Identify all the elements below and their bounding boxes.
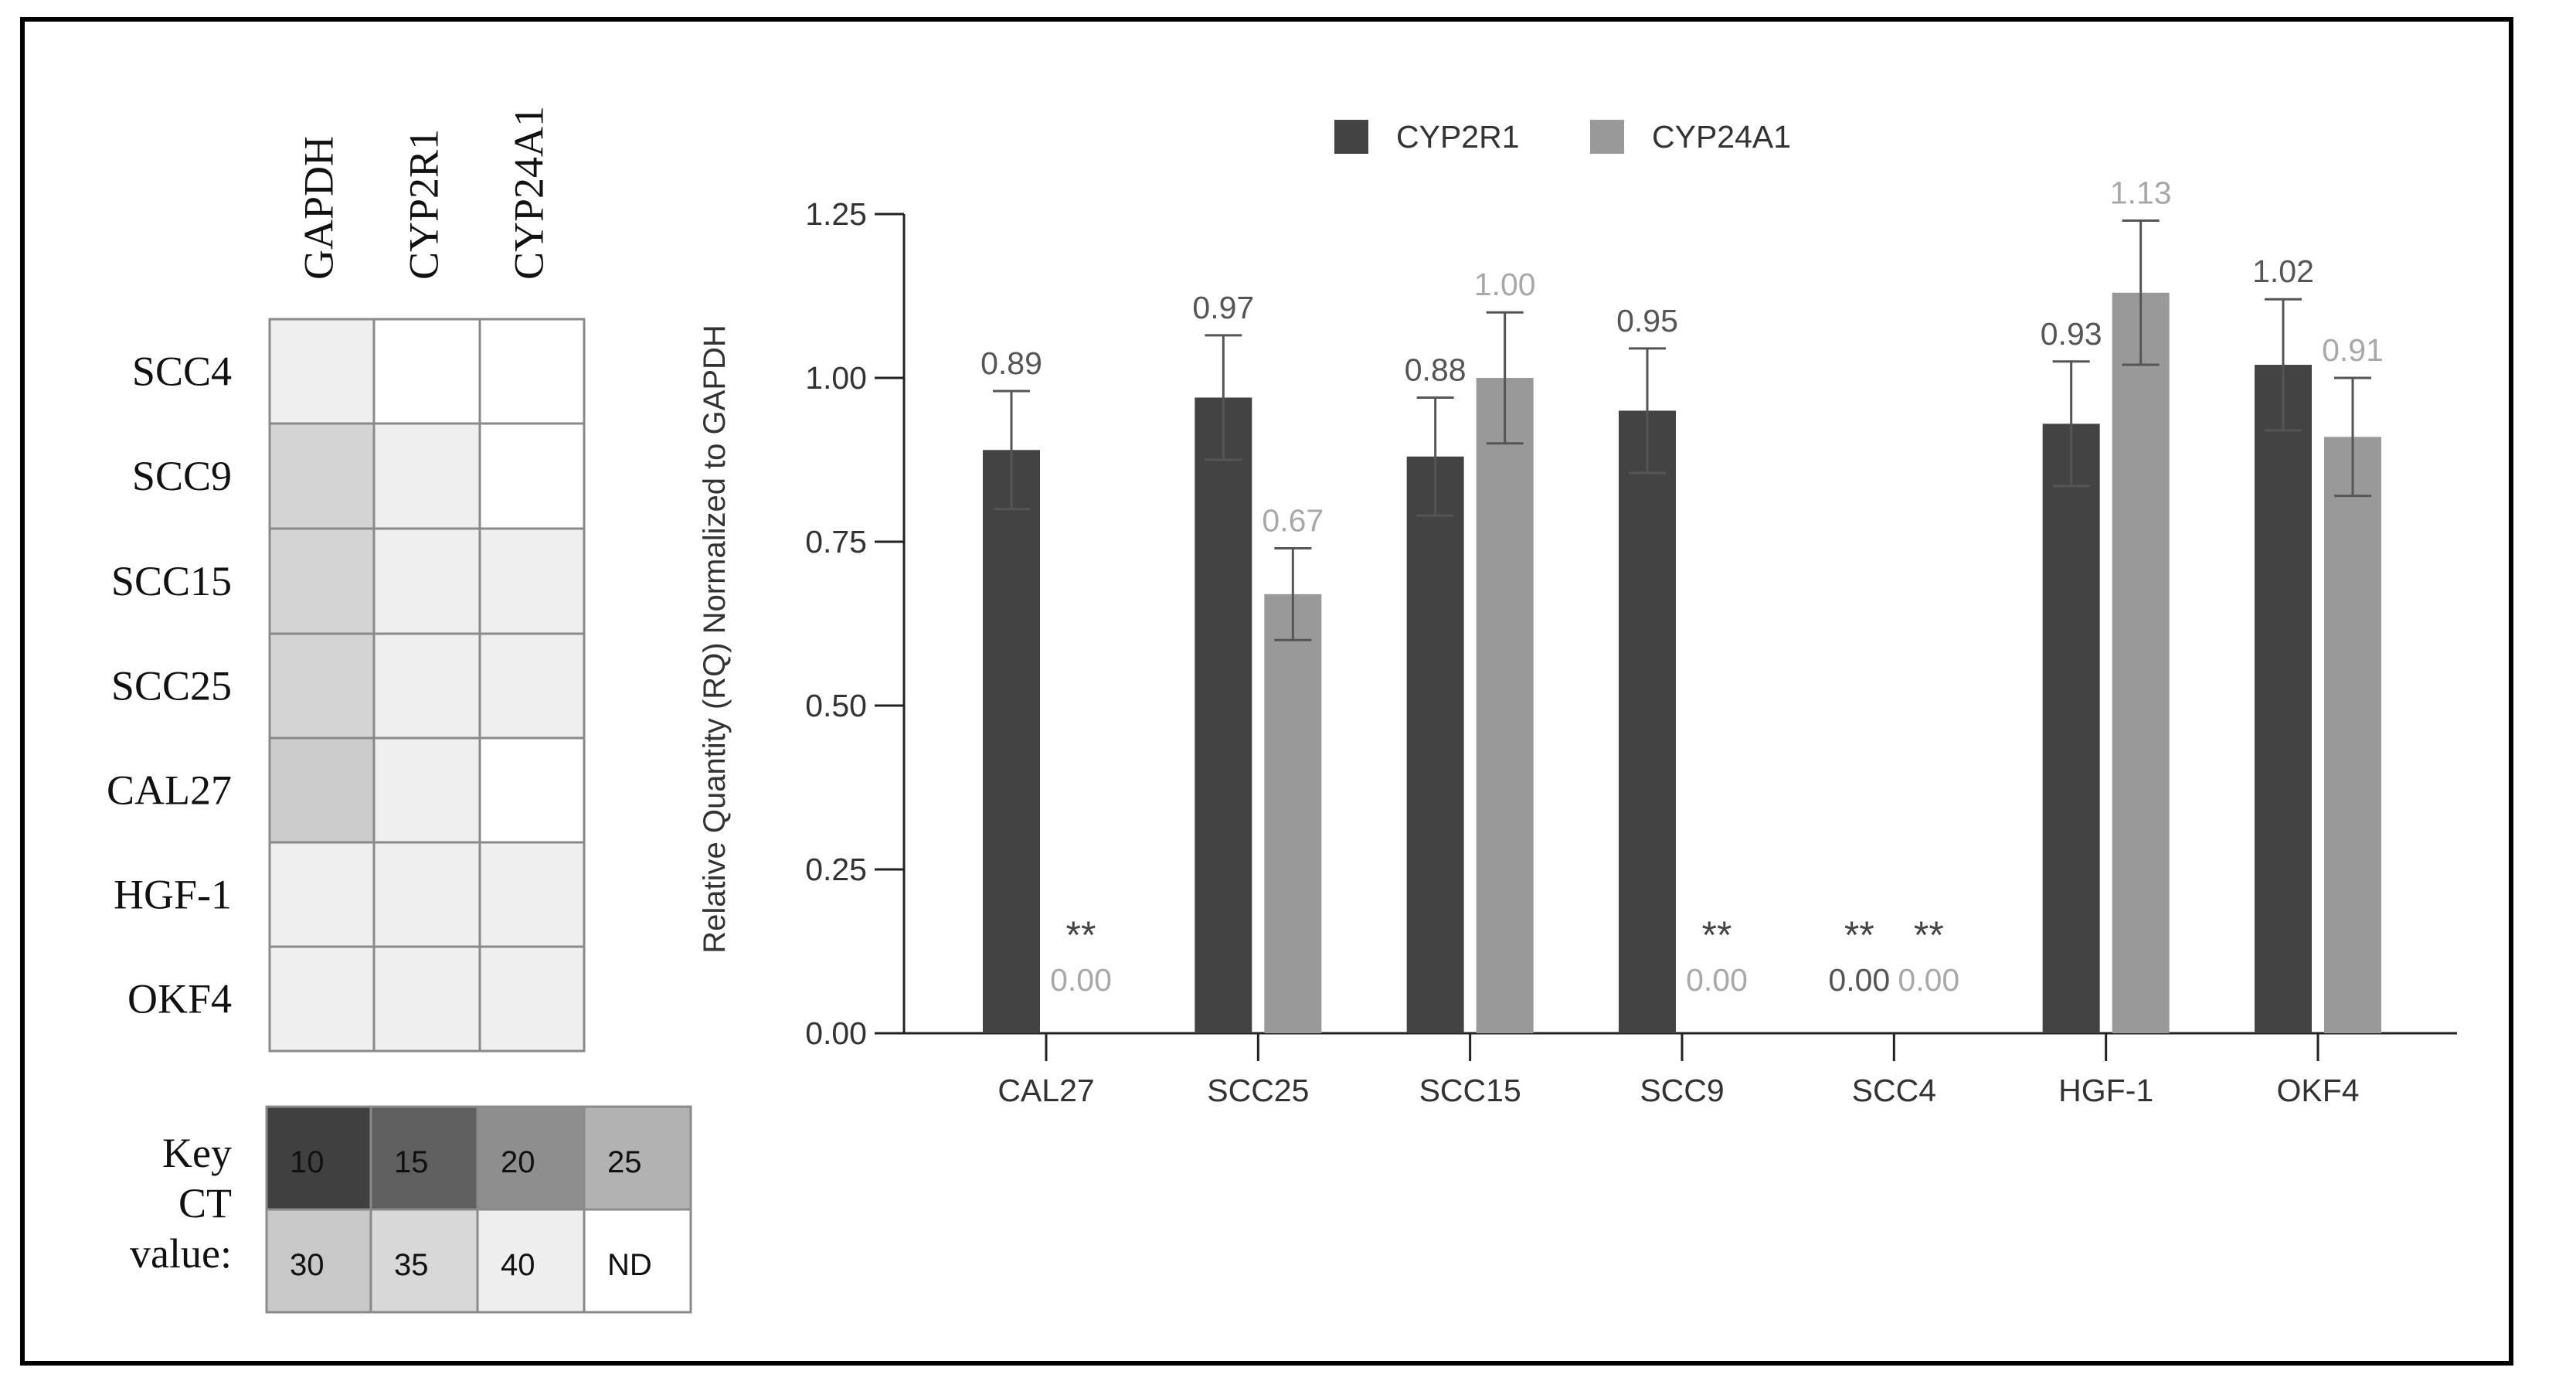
heatmap-cell-cal27-cyp2r1 (372, 736, 481, 844)
key-cell-text-25: 25 (607, 1145, 642, 1179)
heatmap-cell-cal27-cyp24a1 (478, 736, 586, 844)
bar-cyp2r1-cal27 (983, 450, 1040, 1033)
legend-swatch-cyp2r1 (1334, 120, 1368, 154)
data-label-cyp24a1-scc4: 0.00 (1898, 962, 1959, 998)
heatmap-cell-okf4-gapdh (268, 945, 376, 1053)
x-tick-label-hgf-1: HGF-1 (2058, 1073, 2153, 1108)
significance-stars-cyp24a1-scc9: ** (1702, 913, 1732, 957)
heatmap-cell-scc25-gapdh (268, 632, 376, 740)
bar-cyp24a1-okf4 (2324, 437, 2381, 1033)
heatmap-cell-scc4-gapdh (268, 318, 376, 425)
heatmap-row-label-okf4: OKF4 (127, 976, 232, 1022)
data-label-cyp2r1-scc15: 0.88 (1405, 352, 1466, 387)
data-label-cyp2r1-scc9: 0.95 (1616, 303, 1678, 338)
heatmap-row-label-scc9: SCC9 (132, 453, 232, 499)
key-cell-text-30: 30 (290, 1248, 325, 1282)
significance-stars-cyp24a1-cal27: ** (1066, 913, 1096, 957)
heatmap-row-label-scc4: SCC4 (132, 349, 232, 395)
heatmap-cell-scc15-cyp2r1 (372, 527, 481, 635)
data-label-cyp24a1-scc9: 0.00 (1686, 962, 1748, 998)
y-tick-label-1-25: 1.25 (805, 196, 867, 232)
key-cell-text-10: 10 (290, 1145, 325, 1179)
data-label-cyp2r1-okf4: 1.02 (2252, 253, 2314, 289)
heatmap-panel: GAPDH CYP2R1 CYP24A1 SCC4 SCC9 SCC15 SCC25 CAL2… (107, 106, 586, 1053)
data-label-cyp2r1-scc4: 0.00 (1828, 962, 1890, 998)
heatmap-row-label-scc25: SCC25 (111, 663, 232, 709)
legend-swatch-cyp24a1 (1590, 120, 1624, 154)
data-label-cyp2r1-cal27: 0.89 (980, 345, 1042, 381)
heatmap-cell-hgf-1-cyp2r1 (372, 841, 481, 948)
heatmap-column-gapdh: GAPDH (296, 136, 342, 280)
key-cell-text-40: 40 (501, 1248, 535, 1282)
heatmap-cell-okf4-cyp24a1 (478, 945, 586, 1053)
key-label-line-2: CT (178, 1180, 232, 1226)
x-tick-label-scc9: SCC9 (1640, 1073, 1724, 1108)
heatmap-cell-scc9-cyp2r1 (372, 422, 481, 530)
data-label-cyp24a1-okf4: 0.91 (2322, 332, 2384, 368)
key-cell-text-20: 20 (501, 1145, 535, 1179)
heatmap-cell-hgf-1-cyp24a1 (478, 841, 586, 948)
data-label-cyp24a1-cal27: 0.00 (1050, 962, 1112, 998)
key-cell-30 (265, 1208, 372, 1314)
heatmap-row-label-cal27: CAL27 (107, 767, 232, 814)
key-cell-text-nd: ND (607, 1248, 652, 1282)
y-tick-label-0-00: 0.00 (805, 1015, 867, 1051)
heatmap-cell-scc15-gapdh (268, 527, 376, 635)
heatmap-cell-scc9-gapdh (268, 422, 376, 530)
key-cell-10 (265, 1105, 372, 1211)
bar-cyp24a1-scc25 (1264, 594, 1322, 1033)
bar-cyp2r1-hgf-1 (2042, 423, 2100, 1033)
heatmap-cell-scc9-cyp24a1 (478, 422, 586, 530)
heatmap-column-cyp24a1: CYP24A1 (506, 106, 552, 280)
legend: CYP2R1 CYP24A1 (1334, 119, 1791, 155)
x-tick-label-okf4: OKF4 (2276, 1073, 2359, 1108)
data-label-cyp24a1-scc15: 1.00 (1474, 267, 1536, 302)
data-label-cyp2r1-hgf-1: 0.93 (2041, 316, 2102, 352)
key-cell-35 (369, 1208, 479, 1314)
bar-cyp2r1-scc15 (1406, 456, 1464, 1033)
key-label-line-1: Key (162, 1130, 232, 1176)
bar-chart: 0.00 0.25 0.50 0.75 1.00 1.25 Relative Quantit… (698, 119, 2457, 1108)
x-tick-label-scc4: SCC4 (1852, 1073, 1936, 1108)
bar-cyp2r1-scc25 (1195, 397, 1252, 1033)
data-label-cyp2r1-scc25: 0.97 (1192, 290, 1254, 325)
heatmap-cell-scc25-cyp24a1 (478, 632, 586, 740)
heatmap-cell-cal27-gapdh (268, 736, 376, 844)
x-tick-label-cal27: CAL27 (997, 1073, 1094, 1108)
y-tick-label-0-50: 0.50 (805, 688, 867, 723)
heatmap-cell-okf4-cyp2r1 (372, 945, 481, 1053)
heatmap-column-cyp2r1: CYP2R1 (401, 129, 447, 280)
y-tick-label-1-00: 1.00 (805, 360, 867, 396)
heatmap-row-label-hgf-1: HGF-1 (114, 872, 232, 918)
data-label-cyp24a1-scc25: 0.67 (1262, 502, 1324, 538)
heatmap-row-label-scc15: SCC15 (111, 558, 232, 604)
bar-cyp2r1-scc9 (1619, 410, 1676, 1033)
y-tick-label-0-25: 0.25 (805, 852, 867, 887)
bar-cyp24a1-scc15 (1476, 378, 1534, 1033)
y-axis-title: Relative Quantity (RQ) Normalized to GAP… (698, 325, 732, 954)
key-label-line-3: value: (130, 1230, 232, 1277)
legend-label-cyp2r1: CYP2R1 (1396, 119, 1520, 155)
x-tick-label-scc15: SCC15 (1419, 1073, 1521, 1108)
key-cell-text-35: 35 (394, 1248, 429, 1282)
y-tick-label-0-75: 0.75 (805, 524, 867, 560)
data-label-cyp24a1-hgf-1: 1.13 (2110, 175, 2172, 210)
heatmap-cell-scc15-cyp24a1 (478, 527, 586, 635)
heatmap-cell-hgf-1-gapdh (268, 841, 376, 948)
legend-label-cyp24a1: CYP24A1 (1652, 119, 1791, 155)
key-cell-nd (583, 1208, 692, 1314)
heatmap-cell-scc4-cyp2r1 (372, 318, 481, 425)
heatmap-cell-scc25-cyp2r1 (372, 632, 481, 740)
key-cell-40 (476, 1208, 586, 1314)
x-tick-label-scc25: SCC25 (1207, 1073, 1309, 1108)
bar-cyp2r1-okf4 (2255, 365, 2312, 1033)
heatmap-cell-scc4-cyp24a1 (478, 318, 586, 425)
significance-stars-cyp24a1-scc4: ** (1914, 913, 1944, 957)
key-cell-text-15: 15 (394, 1145, 429, 1179)
significance-stars-cyp2r1-scc4: ** (1844, 913, 1874, 957)
bar-cyp24a1-hgf-1 (2112, 292, 2170, 1033)
